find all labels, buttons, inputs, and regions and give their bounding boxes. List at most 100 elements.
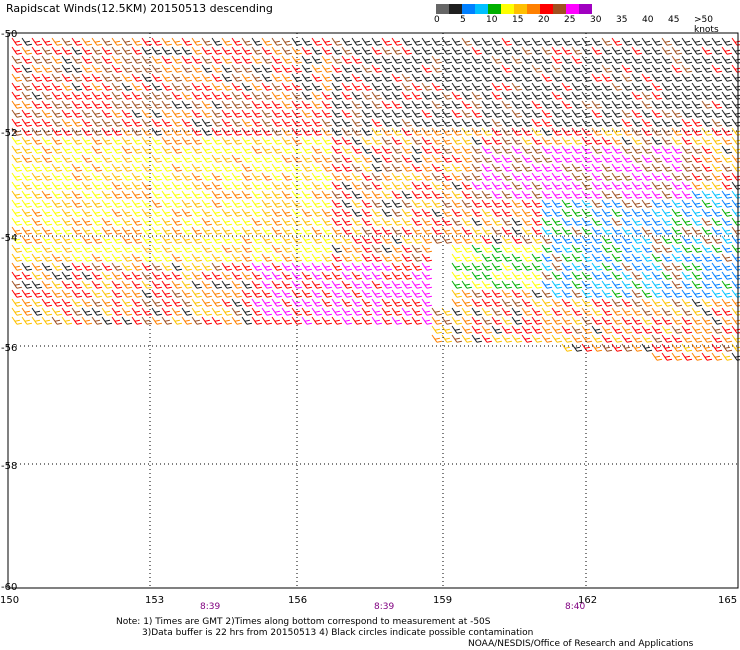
wind-barb <box>61 181 73 190</box>
wind-barb <box>111 118 123 127</box>
wind-barb <box>701 262 713 271</box>
wind-barb <box>661 55 673 64</box>
wind-barb <box>71 199 83 208</box>
wind-barb <box>381 55 392 64</box>
wind-barb <box>51 289 63 298</box>
wind-barb <box>441 100 452 109</box>
wind-barb <box>531 289 543 298</box>
wind-barb <box>561 271 573 280</box>
wind-barb <box>321 262 332 271</box>
wind-barb <box>721 100 733 109</box>
wind-barb <box>441 145 452 154</box>
wind-barb <box>131 109 142 118</box>
wind-barb <box>611 343 623 352</box>
wind-barb <box>521 280 533 289</box>
wind-barb <box>591 343 603 352</box>
wind-barb <box>401 199 412 208</box>
wind-barb <box>561 316 573 325</box>
wind-barb <box>391 109 402 118</box>
wind-barb <box>671 37 683 46</box>
wind-barb <box>411 64 422 73</box>
wind-barb <box>411 100 422 109</box>
wind-barb <box>521 91 533 100</box>
wind-barb <box>361 82 372 91</box>
wind-barb <box>151 262 162 271</box>
wind-barb <box>611 280 623 289</box>
wind-barb <box>481 163 492 172</box>
wind-barb <box>21 73 32 82</box>
wind-barb <box>191 136 202 145</box>
wind-barb <box>341 172 352 181</box>
wind-barb <box>471 118 482 127</box>
wind-barb <box>241 100 252 109</box>
wind-barb <box>31 307 43 316</box>
wind-barb <box>391 181 402 190</box>
wind-barb <box>111 154 123 163</box>
wind-barb <box>311 199 322 208</box>
wind-barb <box>161 163 172 172</box>
wind-barb <box>491 226 502 235</box>
wind-barb <box>81 244 93 253</box>
wind-barb <box>401 154 412 163</box>
wind-barb <box>601 325 613 334</box>
wind-barb <box>421 55 432 64</box>
wind-barb <box>731 181 740 190</box>
wind-barb <box>461 316 472 325</box>
wind-barb <box>681 46 693 55</box>
wind-barb <box>31 172 43 181</box>
wind-barb <box>721 127 733 136</box>
wind-barb <box>601 136 613 145</box>
wind-barb <box>431 64 442 73</box>
wind-barb <box>141 136 152 145</box>
wind-barb <box>681 82 693 91</box>
wind-barb <box>491 73 502 82</box>
wind-barb <box>661 136 673 145</box>
wind-barb <box>601 73 613 82</box>
wind-barb <box>351 208 362 217</box>
wind-barb <box>41 136 53 145</box>
wind-barb <box>481 118 492 127</box>
wind-barb <box>591 298 603 307</box>
wind-barb <box>11 73 22 82</box>
wind-barb <box>431 154 442 163</box>
wind-barb <box>81 172 93 181</box>
wind-barb <box>531 262 543 271</box>
wind-barb <box>401 298 412 307</box>
wind-barb <box>211 253 222 262</box>
wind-barb <box>201 163 212 172</box>
wind-barb <box>251 190 262 199</box>
wind-barb <box>391 262 402 271</box>
lon-label-165: 165 <box>718 595 737 606</box>
wind-barb <box>711 208 723 217</box>
wind-barb <box>121 109 133 118</box>
wind-barb <box>291 163 302 172</box>
wind-barb <box>491 262 502 271</box>
wind-barb <box>261 181 272 190</box>
wind-barb <box>651 316 663 325</box>
wind-barb <box>631 46 643 55</box>
wind-barb <box>511 109 523 118</box>
wind-barb <box>51 316 63 325</box>
wind-barb <box>601 55 613 64</box>
wind-barb <box>591 235 603 244</box>
wind-barb <box>481 298 492 307</box>
wind-barb <box>501 217 512 226</box>
wind-barb <box>511 262 523 271</box>
wind-barb <box>451 190 462 199</box>
wind-barb <box>691 262 703 271</box>
wind-barb <box>571 37 583 46</box>
wind-barb <box>391 46 402 55</box>
wind-barb <box>391 73 402 82</box>
wind-barb <box>731 325 740 334</box>
wind-barb <box>31 253 43 262</box>
wind-barb <box>421 163 432 172</box>
wind-barb <box>711 235 723 244</box>
wind-barb <box>171 235 182 244</box>
lat-lon-grid <box>8 33 738 588</box>
wind-barb <box>551 289 563 298</box>
wind-barb <box>691 55 703 64</box>
wind-barb <box>301 271 312 280</box>
wind-barb <box>171 172 182 181</box>
wind-barb <box>21 118 32 127</box>
wind-barb <box>371 109 382 118</box>
